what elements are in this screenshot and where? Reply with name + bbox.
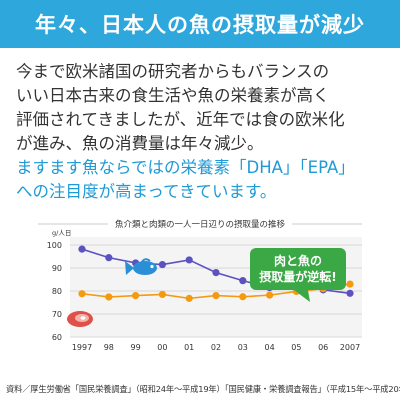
data-point <box>212 292 220 300</box>
data-point <box>346 280 354 288</box>
x-tick-label: 01 <box>184 343 194 352</box>
x-tick-label: 02 <box>211 343 221 352</box>
data-point <box>158 290 166 299</box>
x-tick-label: 1997 <box>72 343 92 352</box>
data-point <box>185 256 193 264</box>
data-point <box>212 269 220 277</box>
data-point <box>105 293 113 301</box>
data-point <box>132 292 140 300</box>
annotation-text: 摂取量が逆転! <box>259 269 336 284</box>
intake-chart: 魚介類と肉類の一人一日辺りの摂取量の推移 g/人日 60 70 80 90 100 1997 9… <box>38 219 362 352</box>
y-axis-label: g/人日 <box>52 229 71 237</box>
description-text: 今まで欧米諸国の研究者からもバランスの いい日本古来の食生活や魚の栄養素が高く … <box>16 60 388 204</box>
data-point <box>78 245 86 253</box>
data-point <box>105 254 113 262</box>
y-tick-label: 90 <box>52 264 62 273</box>
description-line: が進み、魚の消費量は年々減少。 <box>16 134 264 153</box>
description-line: 評価されてきましたが、近年では食の欧米化 <box>16 110 345 129</box>
source-note: 資料／厚生労働省「国民栄養調査」（昭和24年〜平成19年）「国民健康・栄養調査報… <box>6 384 400 394</box>
data-point <box>239 293 247 301</box>
fish-icon <box>125 258 157 275</box>
page-title: 年々、日本人の魚の摂取量が減少 <box>0 0 400 48</box>
annotation-text: 肉と魚の <box>274 253 322 268</box>
x-tick-label: 2007 <box>340 343 360 352</box>
x-tick-label: 03 <box>238 343 248 352</box>
y-tick-label: 60 <box>52 333 62 342</box>
chart-title: 魚介類と肉類の一人一日辺りの摂取量の推移 <box>115 219 286 230</box>
y-tick-label: 100 <box>47 241 62 250</box>
description-line: 今まで欧米諸国の研究者からもバランスの <box>16 62 330 81</box>
data-point <box>185 294 193 302</box>
data-point <box>239 277 247 285</box>
description-line: いい日本古来の食生活や魚の栄養素が高く <box>16 86 330 105</box>
x-tick-label: 99 <box>131 343 141 352</box>
meat-icon <box>67 311 93 327</box>
x-tick-label: 00 <box>157 343 167 352</box>
highlight-line: への注目度が高まってきています。 <box>16 182 277 201</box>
annotation-box <box>250 248 346 290</box>
data-point <box>266 291 274 299</box>
highlight-line: ますます魚ならではの栄養素「DHA」「EPA」 <box>16 158 355 177</box>
chart-container: 魚介類と肉類の一人一日辺りの摂取量の推移 g/人日 60 70 80 90 100 1997 9… <box>0 215 400 390</box>
x-tick-label: 05 <box>291 343 301 352</box>
y-tick-label: 70 <box>52 310 62 319</box>
data-point <box>158 260 166 269</box>
x-tick-label: 06 <box>318 343 328 352</box>
y-tick-label: 80 <box>52 287 62 296</box>
annotation-pointer <box>294 290 310 302</box>
x-tick-label: 98 <box>104 343 114 352</box>
data-point <box>78 290 86 298</box>
data-point <box>346 289 354 297</box>
x-tick-label: 04 <box>265 343 275 352</box>
